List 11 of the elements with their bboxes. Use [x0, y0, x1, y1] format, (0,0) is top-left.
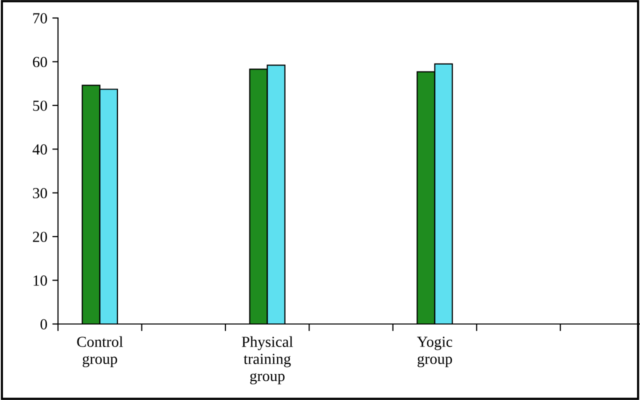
- y-tick-label: 20: [32, 232, 47, 242]
- x-tick-label: Physical training group: [242, 336, 293, 384]
- y-tick-label: 60: [32, 56, 47, 68]
- y-tick-label: 10: [34, 275, 47, 286]
- x-tick-label: Yogic group: [417, 336, 452, 368]
- y-tick-label: 40: [32, 144, 47, 155]
- y-tick-label: 70: [33, 13, 47, 24]
- x-tick-label: Control group: [77, 336, 123, 368]
- y-tick-label: 50: [33, 100, 47, 111]
- y-tick-label: 0: [40, 319, 47, 330]
- y-tick-label: 30: [33, 188, 47, 198]
